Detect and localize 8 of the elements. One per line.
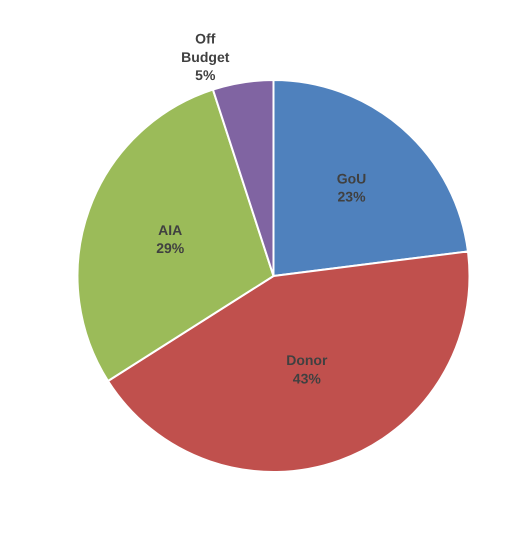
data-label: 23%: [338, 188, 366, 205]
slice-label: Donor: [286, 352, 328, 368]
slice-label: AIA: [158, 222, 182, 238]
data-label: 5%: [195, 67, 216, 84]
slice-label: GoU: [336, 170, 366, 186]
slice-label: Off Budget: [181, 30, 230, 65]
data-label: 43%: [292, 370, 322, 386]
data-label: 29%: [156, 240, 185, 256]
